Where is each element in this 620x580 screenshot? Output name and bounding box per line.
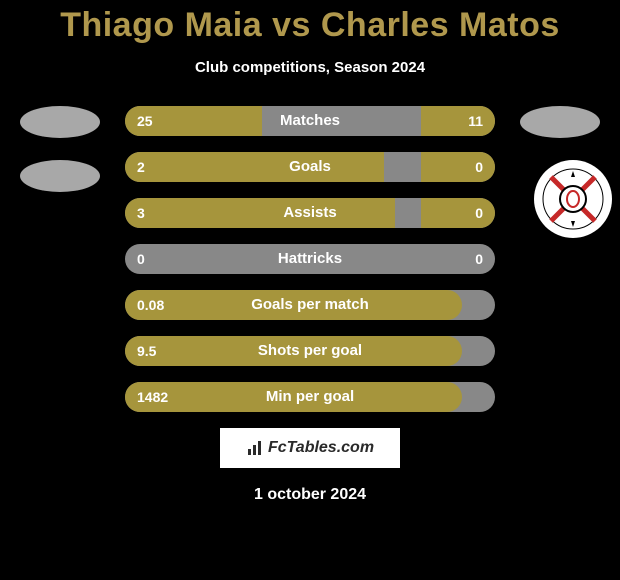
value-right: 11 — [468, 106, 483, 136]
player2-club-crest — [534, 160, 612, 238]
metric-label: Goals per match — [125, 290, 495, 320]
corinthians-crest-icon — [541, 167, 605, 231]
metric-row: 25 Matches 11 — [125, 106, 495, 136]
metric-row: 0 Hattricks 0 — [125, 244, 495, 274]
metric-label: Hattricks — [125, 244, 495, 274]
metric-row: 3 Assists 0 — [125, 198, 495, 228]
footer-date: 1 october 2024 — [0, 486, 620, 504]
metric-label: Goals — [125, 152, 495, 182]
metric-label: Shots per goal — [125, 336, 495, 366]
value-right: 0 — [475, 244, 483, 274]
comparison-title: Thiago Maia vs Charles Matos — [0, 0, 620, 45]
metric-label: Min per goal — [125, 382, 495, 412]
brand-text: FcTables.com — [268, 439, 374, 457]
value-right: 0 — [475, 152, 483, 182]
metric-label: Assists — [125, 198, 495, 228]
metric-row: 1482 Min per goal — [125, 382, 495, 412]
metric-row: 0.08 Goals per match — [125, 290, 495, 320]
brand-badge: FcTables.com — [220, 428, 400, 468]
chart-icon — [246, 439, 264, 457]
player1-badge-2 — [20, 160, 100, 192]
comparison-subtitle: Club competitions, Season 2024 — [0, 59, 620, 76]
metric-label: Matches — [125, 106, 495, 136]
player2-badge-1 — [520, 106, 600, 138]
chart-area: 25 Matches 11 2 Goals 0 3 Assists 0 0 Ha… — [0, 106, 620, 412]
metric-rows: 25 Matches 11 2 Goals 0 3 Assists 0 0 Ha… — [125, 106, 495, 412]
player1-badge-1 — [20, 106, 100, 138]
metric-row: 2 Goals 0 — [125, 152, 495, 182]
metric-row: 9.5 Shots per goal — [125, 336, 495, 366]
value-right: 0 — [475, 198, 483, 228]
